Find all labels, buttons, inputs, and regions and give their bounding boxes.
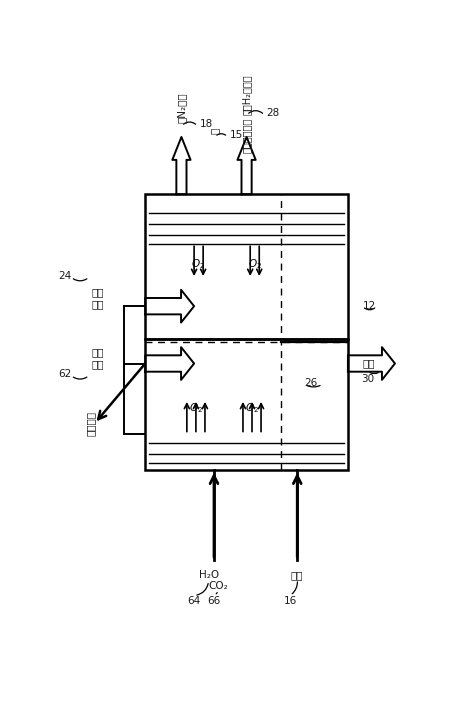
Text: 用于H₂分离和: 用于H₂分离和 [241,74,252,115]
Text: 12: 12 [362,301,375,311]
Text: 26: 26 [304,378,318,388]
Text: 清洁的合成气: 清洁的合成气 [241,118,252,152]
Text: 30: 30 [361,374,375,384]
Text: 28: 28 [267,108,280,118]
Text: $O_2$: $O_2$ [248,257,262,271]
Text: 66: 66 [207,596,220,606]
Text: 16: 16 [283,596,297,606]
Text: 18: 18 [199,119,213,129]
Text: 膜: 膜 [210,128,220,134]
Text: $O_2$: $O_2$ [245,401,259,415]
Bar [145,194,348,339]
Text: 24: 24 [58,271,71,281]
Text: 宾N₂空气: 宾N₂空气 [177,93,186,123]
Text: 固体
燃料: 固体 燃料 [91,287,104,309]
Text: 64: 64 [187,596,201,606]
Text: CO₂: CO₂ [208,581,228,591]
Text: 15: 15 [230,130,243,140]
Text: 空气
燃料: 空气 燃料 [91,347,104,369]
Text: 灰分: 灰分 [362,359,375,369]
Text: 62: 62 [58,369,71,379]
Text: 烟气清洁: 烟气清洁 [85,411,95,436]
Bar [145,339,348,470]
Text: $O_2$: $O_2$ [189,401,203,415]
Text: H₂O: H₂O [198,570,219,581]
Text: 空气: 空气 [291,570,304,581]
Text: $O_2$: $O_2$ [191,257,205,271]
